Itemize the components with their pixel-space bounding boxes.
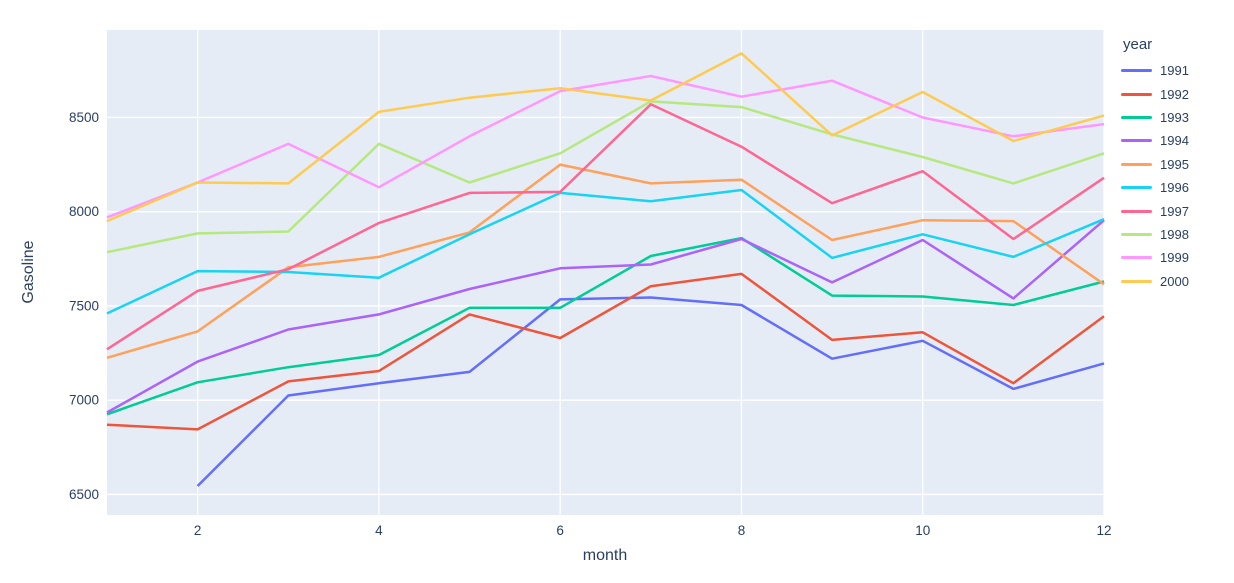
legend-label: 1999 bbox=[1160, 250, 1189, 266]
legend-label: 1998 bbox=[1160, 226, 1189, 242]
x-axis-tick-labels: 2 4 6 8 10 12 bbox=[194, 523, 1112, 538]
legend-item-1994[interactable]: 1994 bbox=[1121, 129, 1231, 152]
legend-item-1997[interactable]: 1997 bbox=[1121, 199, 1231, 222]
legend-item-1999[interactable]: 1999 bbox=[1121, 246, 1231, 269]
series-line-1994 bbox=[106, 219, 1105, 414]
series-line-1993 bbox=[106, 236, 1105, 416]
legend-swatch bbox=[1121, 139, 1152, 143]
legend-item-1993[interactable]: 1993 bbox=[1121, 106, 1231, 129]
x-tick-label: 6 bbox=[556, 523, 564, 538]
series-line-1995 bbox=[106, 163, 1105, 360]
series-lines bbox=[106, 52, 1105, 487]
legend-swatch bbox=[1121, 162, 1152, 166]
y-axis-title: Gasoline bbox=[20, 240, 37, 303]
series-line-1992 bbox=[106, 272, 1105, 431]
legend-label: 1993 bbox=[1160, 109, 1189, 125]
legend-swatch bbox=[1121, 256, 1152, 260]
legend-label: 1991 bbox=[1160, 63, 1189, 79]
x-tick-label: 4 bbox=[375, 523, 383, 538]
y-tick-label: 7500 bbox=[69, 298, 99, 313]
x-axis-title: month bbox=[583, 547, 627, 564]
x-tick-label: 10 bbox=[915, 523, 930, 538]
legend-items: 1991 1992 1993 1994 1995 1996 1997 1998 1999 2000 bbox=[1121, 59, 1231, 293]
legend-swatch bbox=[1121, 92, 1152, 96]
legend-swatch bbox=[1121, 69, 1152, 73]
legend-label: 1992 bbox=[1160, 86, 1189, 102]
legend-label: 2000 bbox=[1160, 273, 1189, 289]
legend-item-1991[interactable]: 1991 bbox=[1121, 59, 1231, 82]
legend-item-1995[interactable]: 1995 bbox=[1121, 153, 1231, 176]
series-line-1991 bbox=[196, 296, 1105, 487]
legend-item-2000[interactable]: 2000 bbox=[1121, 270, 1231, 293]
legend-label: 1995 bbox=[1160, 156, 1189, 172]
y-tick-label: 8000 bbox=[69, 204, 99, 219]
series-line-1999 bbox=[106, 74, 1105, 219]
x-tick-label: 2 bbox=[194, 523, 202, 538]
legend-item-1998[interactable]: 1998 bbox=[1121, 223, 1231, 246]
series-line-1998 bbox=[106, 100, 1105, 254]
legend-item-1992[interactable]: 1992 bbox=[1121, 82, 1231, 105]
series-line-2000 bbox=[106, 52, 1105, 223]
legend-title: year bbox=[1123, 36, 1153, 53]
y-tick-label: 6500 bbox=[69, 487, 99, 502]
legend-swatch bbox=[1121, 115, 1152, 119]
legend-swatch bbox=[1121, 232, 1152, 236]
series-line-1997 bbox=[106, 103, 1105, 351]
y-tick-label: 8500 bbox=[69, 110, 99, 125]
gridlines bbox=[107, 30, 1105, 515]
legend-item-1996[interactable]: 1996 bbox=[1121, 176, 1231, 199]
legend-label: 1997 bbox=[1160, 203, 1189, 219]
y-tick-label: 7000 bbox=[69, 393, 99, 408]
legend-label: 1994 bbox=[1160, 133, 1189, 149]
legend-swatch bbox=[1121, 186, 1152, 190]
legend: year 1991 1992 1993 1994 1995 1996 1997 1998 199… bbox=[1121, 36, 1231, 293]
legend-swatch bbox=[1121, 279, 1152, 283]
y-axis-tick-labels: 6500 7000 7500 8000 8500 bbox=[69, 110, 99, 502]
x-tick-label: 12 bbox=[1096, 523, 1111, 538]
x-tick-label: 8 bbox=[738, 523, 746, 538]
legend-swatch bbox=[1121, 209, 1152, 213]
legend-label: 1996 bbox=[1160, 180, 1189, 196]
